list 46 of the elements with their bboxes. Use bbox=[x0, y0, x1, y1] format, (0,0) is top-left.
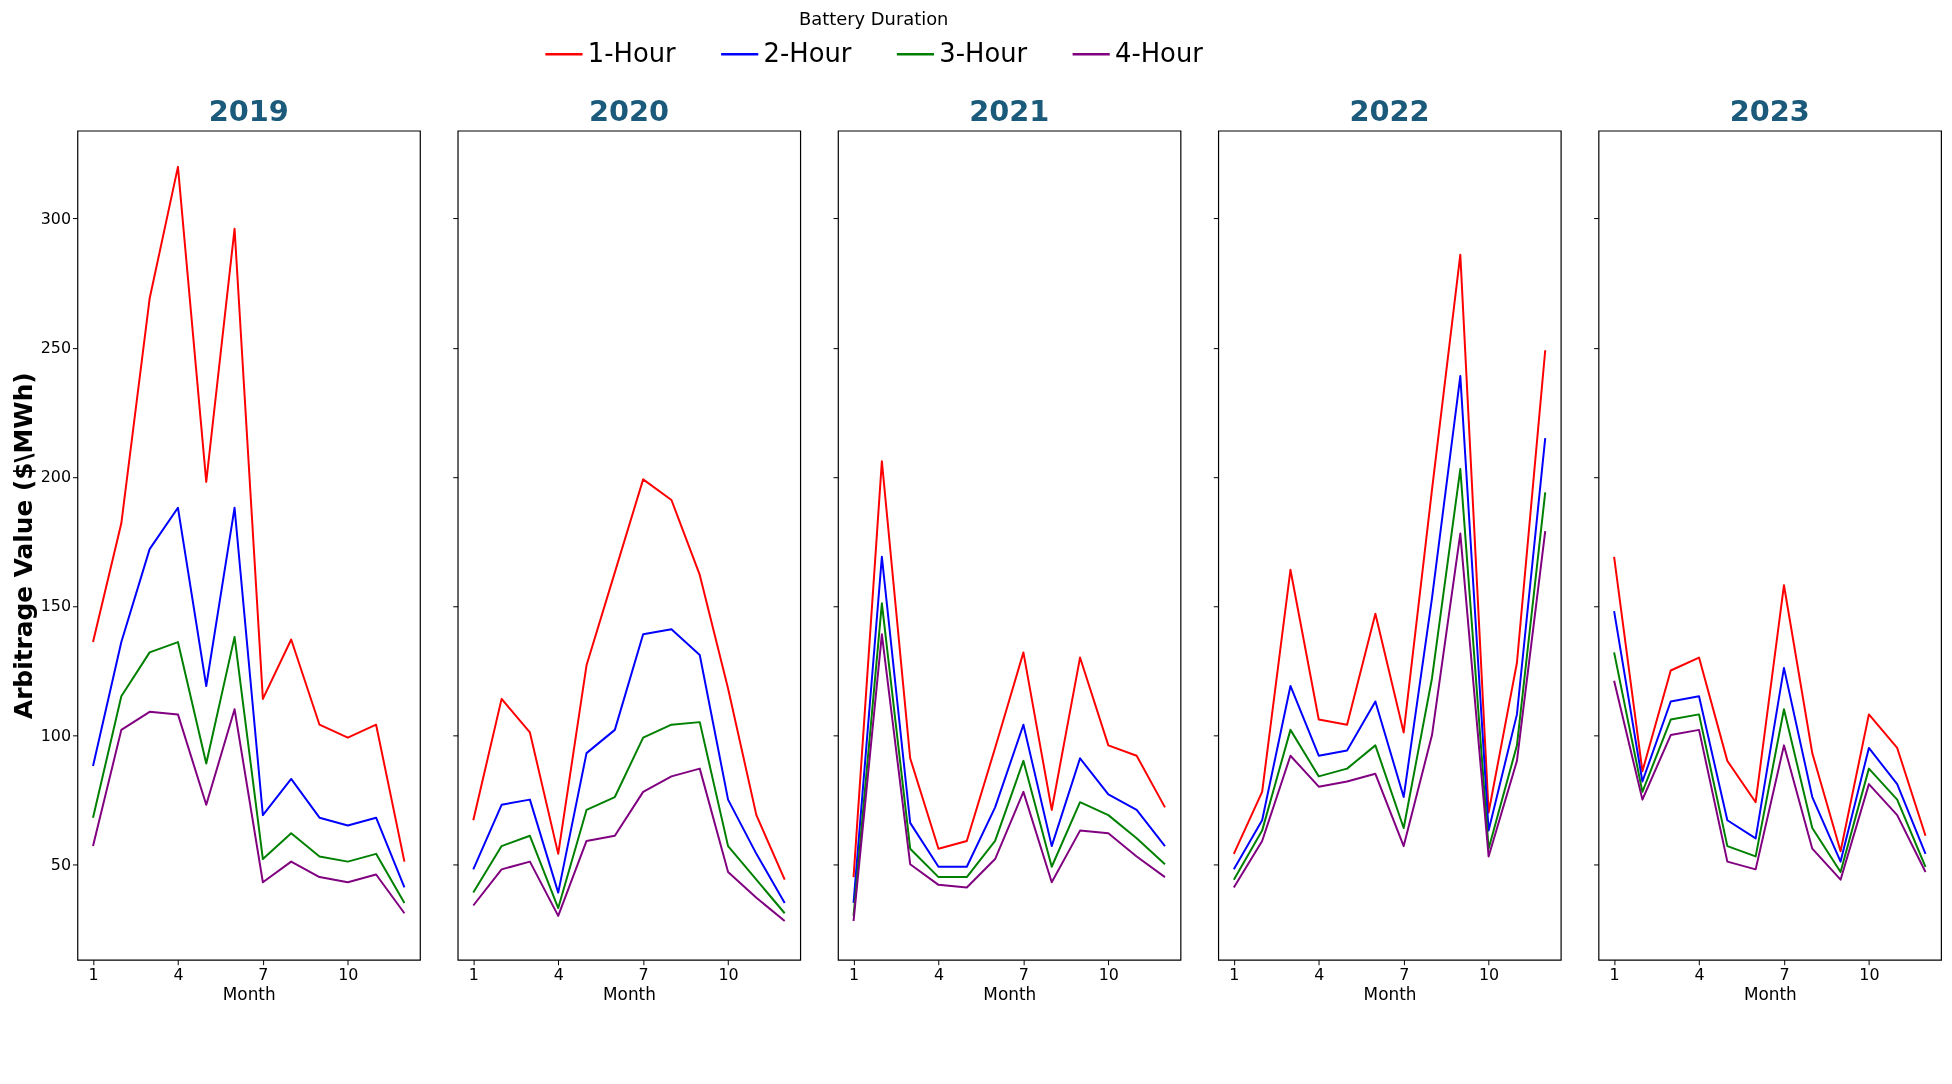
x-axis-title: Month bbox=[603, 983, 656, 1004]
chart-title: 2020 bbox=[588, 93, 670, 128]
x-tick-label: 10 bbox=[1479, 965, 1500, 985]
line-series bbox=[92, 635, 406, 904]
y-axis-title: Arbitrage Value ($\MWh) bbox=[8, 372, 38, 720]
x-tick-label: 7 bbox=[638, 965, 649, 985]
line-series bbox=[92, 708, 406, 915]
y-tick-label: 100 bbox=[40, 725, 71, 745]
x-tick-label: 1 bbox=[849, 965, 860, 985]
legend-label: 2-Hour bbox=[763, 38, 852, 69]
x-tick-label: 7 bbox=[1018, 965, 1029, 985]
x-tick-label: 1 bbox=[1609, 965, 1620, 985]
chart-title: 2023 bbox=[1729, 93, 1810, 128]
legend-label: 1-Hour bbox=[587, 38, 677, 69]
legend-label: 3-Hour bbox=[939, 38, 1028, 69]
x-tick-label: 10 bbox=[718, 965, 739, 985]
y-tick-label: 150 bbox=[40, 596, 71, 616]
x-axis-title: Month bbox=[222, 983, 276, 1004]
chart-title: 2022 bbox=[1349, 93, 1430, 128]
y-tick-label: 300 bbox=[40, 208, 71, 228]
x-axis-title: Month bbox=[1743, 983, 1797, 1004]
x-tick-label: 1 bbox=[88, 965, 99, 985]
x-tick-label: 4 bbox=[1314, 965, 1325, 985]
line-series bbox=[92, 165, 406, 863]
y-tick-label: 200 bbox=[40, 467, 71, 487]
x-tick-label: 4 bbox=[1694, 965, 1705, 985]
x-tick-label: 4 bbox=[553, 965, 564, 985]
y-tick-label: 250 bbox=[40, 338, 71, 358]
x-tick-label: 4 bbox=[933, 965, 945, 985]
x-tick-label: 10 bbox=[338, 965, 359, 985]
legend-title: Battery Duration bbox=[799, 8, 949, 30]
x-tick-label: 7 bbox=[1399, 965, 1410, 985]
x-axis-title: Month bbox=[983, 983, 1037, 1004]
legend-label: 4-Hour bbox=[1115, 38, 1204, 69]
x-tick-label: 1 bbox=[468, 965, 479, 985]
x-tick-label: 10 bbox=[1859, 965, 1880, 985]
x-tick-label: 7 bbox=[1779, 965, 1790, 985]
x-tick-label: 10 bbox=[1098, 965, 1119, 985]
chart-title: 2019 bbox=[208, 93, 289, 128]
line-series bbox=[92, 506, 406, 889]
x-tick-label: 7 bbox=[258, 965, 269, 985]
chart-title: 2021 bbox=[969, 93, 1050, 128]
x-axis-title: Month bbox=[1363, 983, 1417, 1004]
x-tick-label: 1 bbox=[1229, 965, 1240, 985]
x-tick-label: 4 bbox=[173, 965, 184, 985]
y-tick-label: 50 bbox=[50, 854, 71, 874]
